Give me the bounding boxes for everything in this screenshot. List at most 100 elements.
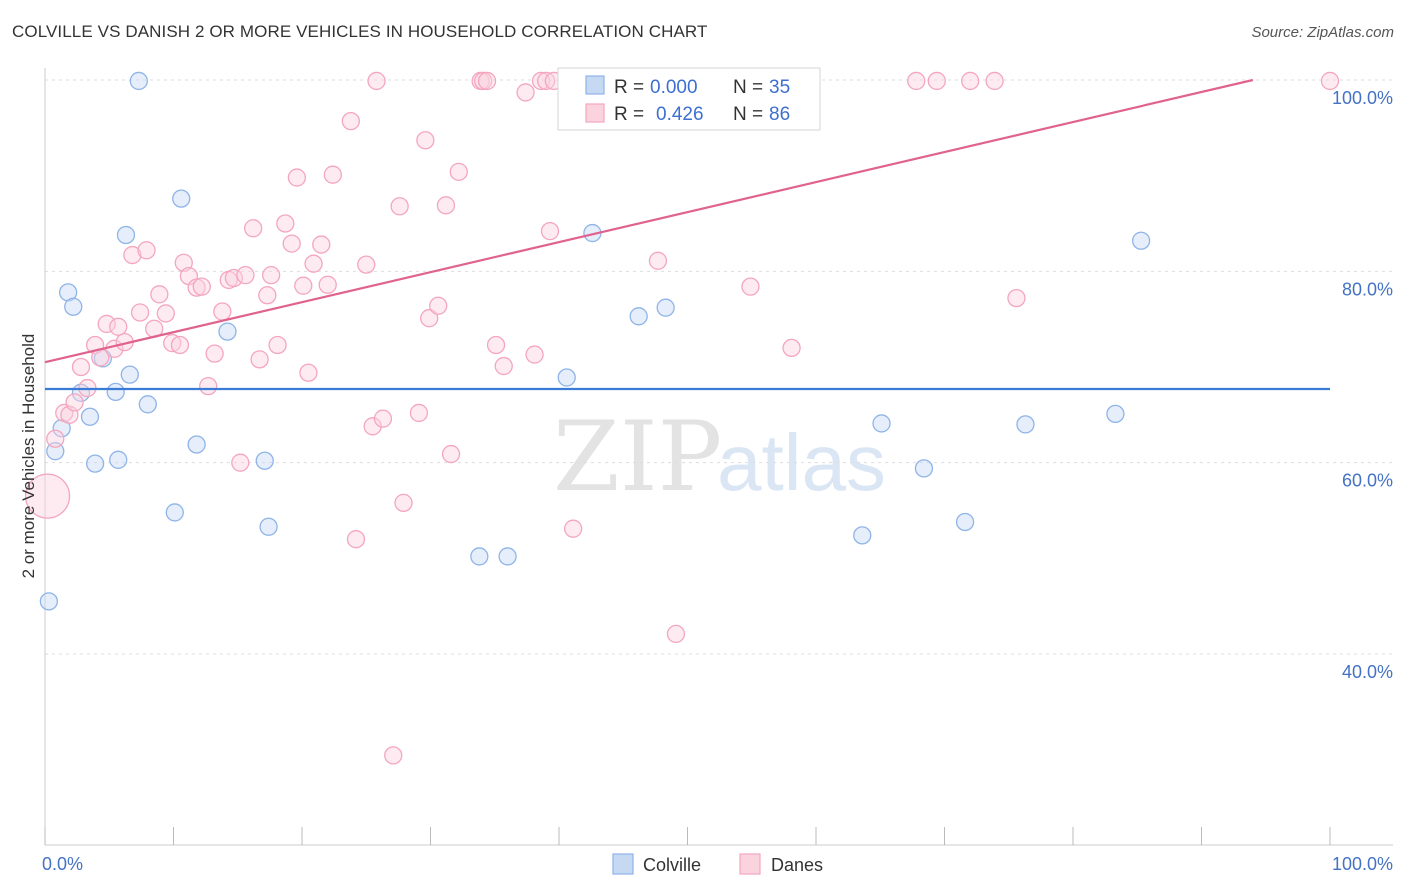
danes-point [205,344,224,363]
y-axis-title: 2 or more Vehicles in Household [19,334,38,579]
colville-point [109,450,128,469]
danes-point [563,519,583,538]
colville-point [955,512,975,532]
colville-point [46,442,65,461]
danes-point [394,493,413,512]
x-tick-label-min: 0.0% [42,854,83,874]
legend-danes-swatch [585,103,605,123]
colville-point [629,307,648,326]
colville-point [64,297,83,316]
danes-point [170,335,190,355]
danes-point [192,277,211,296]
danes-point [123,245,142,265]
colville-point [80,407,100,426]
colville-point [165,503,184,522]
danes-point [97,314,116,334]
colville-point [85,454,105,473]
danes-point [174,253,193,272]
bottom-legend-danes-label: Danes [771,855,823,875]
colville-point [172,189,191,208]
danes-point [231,453,250,472]
danes-point [741,277,760,296]
watermark-zip: ZIP [553,401,722,513]
danes-point [516,83,535,102]
danes-point [294,276,313,295]
danes-point [927,71,946,91]
series-colville-points [39,71,1151,611]
danes-point [390,197,409,216]
danes-point [299,363,318,382]
y-tick-labels: 100.0% 80.0% 60.0% 40.0% [1332,88,1393,682]
danes-point [262,266,281,285]
colville-point [218,322,237,341]
danes-point [409,403,429,423]
legend-colville-n-value: 35 [769,77,790,98]
x-tick-labels: 0.0% 100.0% [42,854,1393,874]
legend-colville-swatch [585,75,605,95]
danes-point [449,162,468,181]
danes-point [363,417,382,436]
danes-point [137,241,156,260]
colville-point [259,517,278,536]
danes-point [304,254,323,273]
colville-point [853,526,872,545]
danes-point [150,285,169,304]
colville-point [187,435,206,454]
danes-point [525,345,544,364]
colville-point [914,459,934,478]
x-tick-label-max: 100.0% [1332,854,1393,874]
colville-point [58,283,78,302]
danes-point [65,393,84,412]
danes-point [46,429,65,448]
chart-source: Source: ZipAtlas.com [1251,24,1394,41]
legend-danes-n-value: 86 [769,104,790,125]
danes-point [782,338,801,358]
danes-point [109,317,128,336]
colville-point [498,547,517,566]
danes-point [384,746,403,765]
danes-point [346,530,366,549]
danes-point [429,296,448,315]
danes-point [318,275,337,294]
colville-point [138,395,157,414]
y-tick-label: 60.0% [1342,471,1393,491]
danes-point [199,376,218,396]
danes-point [531,71,551,91]
legend-danes-r-value: 0.426 [656,104,704,125]
danes-point [441,444,461,464]
danes-point [985,71,1004,91]
danes-point [474,71,493,91]
bottom-legend-colville-label: Colville [643,855,701,875]
danes-point [287,168,307,187]
legend-danes-n-label: N = [733,104,763,125]
danes-point [907,71,926,91]
danes-trend-line [44,78,1254,364]
legend-colville-n-label: N = [733,77,763,98]
danes-point [213,302,232,321]
colville-point [120,365,139,384]
chart-title: COLVILLE VS DANISH 2 OR MORE VEHICLES IN… [12,22,708,41]
colville-point [1131,231,1151,250]
danes-point [1320,71,1340,91]
danes-point [224,268,244,288]
danes-point [494,356,513,376]
danes-point [244,219,263,238]
danes-point [341,111,360,131]
y-tick-label: 80.0% [1342,279,1393,299]
danes-point [323,165,342,184]
danes-point [282,234,301,253]
colville-point [656,298,675,317]
danes-point [420,309,439,328]
danes-point [312,235,331,254]
danes-point [961,71,980,91]
y-tick-label: 40.0% [1342,662,1393,682]
danes-point [357,255,376,274]
grid [45,79,1393,655]
danes-point [373,409,393,428]
legend-colville-r-label: R = [614,77,644,98]
watermark: ZIP atlas [553,401,886,513]
legend-danes-r-label: R = [614,104,644,125]
colville-point [557,368,576,387]
colville-point [1106,404,1125,424]
danes-point [24,473,71,519]
